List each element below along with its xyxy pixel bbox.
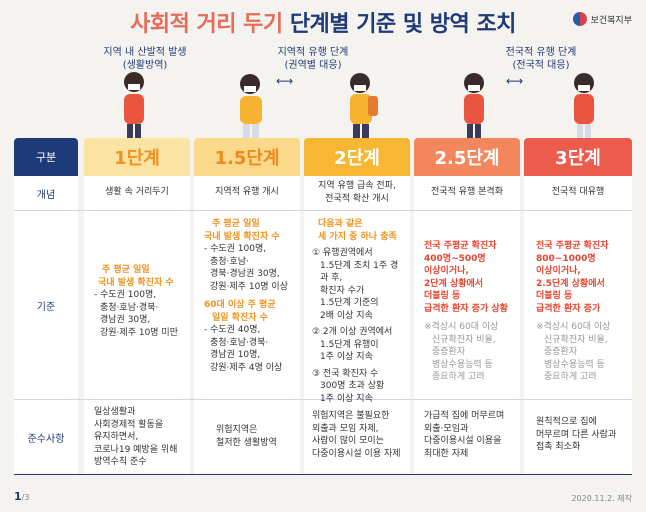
criteria-15: 주 평균 일일 국내 발생 확진자 수 - 수도권 100명, 충청·호남· 경… (204, 219, 288, 373)
concept-15: 지역적 유행 개시 (215, 187, 279, 197)
stage-head-3: 3단계 (524, 138, 632, 176)
concept-3: 전국적 대유행 (551, 187, 605, 197)
row-label-compliance: 준수사항 (14, 400, 78, 474)
person-illustration (124, 72, 144, 138)
title-part1: 사회적 거리 두기 (130, 12, 283, 37)
stage-head-1: 1단계 (84, 138, 190, 176)
table-bottom-border (14, 474, 632, 475)
criteria-2: 다음과 같은 세 가지 중 하나 충족 ① 유행권역에서 1.5단계 조치 1주… (312, 219, 399, 404)
page-indicator: 1/3 (14, 490, 30, 503)
stage-head-25: 2.5단계 (414, 138, 520, 176)
row-label-concept: 개념 (14, 176, 78, 210)
concept-25: 전국적 유행 본격화 (431, 187, 503, 197)
stage-head-15: 1.5단계 (194, 138, 300, 176)
stage-column-3 (524, 176, 632, 474)
compliance-3: 원칙적으로 집에 머무르며 다른 사람과 접촉 최소화 (536, 417, 617, 452)
criteria-1: 주 평균 일일 국내 발생 확진자 수 - 수도권 100명, 충청·호남·경북… (94, 265, 178, 338)
compliance-2: 위험지역은 불필요한 외출과 모임 자제, 사람이 많이 모이는 다중이용시설 … (312, 411, 401, 459)
phase-label-1: 지역 내 산발적 발생 (생활방역) (103, 47, 187, 71)
phase-label-2: 지역적 유행 단계 (권역별 대응) (277, 47, 349, 71)
stage-column-15 (194, 176, 300, 474)
phase-label-3: 전국적 유행 단계 (전국적 대응) (505, 47, 577, 71)
person-illustration (350, 73, 378, 138)
criteria-3: 전국 주평균 확진자 800~1000명 이상이거나, 2.5단계 상황에서 더… (536, 241, 611, 382)
logo-text: 보건복지부 (590, 15, 632, 26)
compliance-25: 가급적 집에 머무르며 외출·모임과 다중이용시설 이용을 최대한 자제 (424, 411, 505, 459)
person-illustration (464, 73, 484, 138)
stage-column-1 (84, 176, 190, 474)
page-title: 사회적 거리 두기 단계별 기준 및 방역 조치 (0, 6, 646, 38)
stage-head-2: 2단계 (304, 138, 410, 176)
production-date: 2020.11.2. 제작 (571, 494, 632, 503)
criteria-25: 전국 주평균 확진자 400명~500명 이상이거나, 2단계 상황에서 더블링… (424, 241, 508, 382)
concept-1: 생활 속 거리두기 (105, 187, 169, 197)
double-arrow-icon: ⟷ (506, 74, 524, 88)
person-illustration (240, 74, 262, 138)
row-divider (14, 399, 632, 400)
row-label-head: 구분 (14, 138, 78, 176)
concept-2: 지역 유행 급속 전파, 전국적 확산 개시 (318, 181, 396, 204)
compliance-1: 일상생활과 사회경제적 활동을 유지하면서, 코로나19 예방을 위해 방역수칙… (94, 407, 178, 467)
double-arrow-icon: ⟷ (276, 74, 294, 88)
stage-column-2 (304, 176, 410, 474)
stage-column-25 (414, 176, 520, 474)
row-divider (14, 210, 632, 211)
row-label-criteria: 기준 (14, 211, 78, 399)
person-illustration (574, 73, 594, 138)
title-part2: 단계별 기준 및 방역 조치 (289, 12, 517, 37)
emblem-icon (572, 12, 587, 26)
ministry-logo: 보건복지부 (572, 12, 632, 26)
compliance-15: 위험지역은 철저한 생활방역 (216, 425, 277, 448)
